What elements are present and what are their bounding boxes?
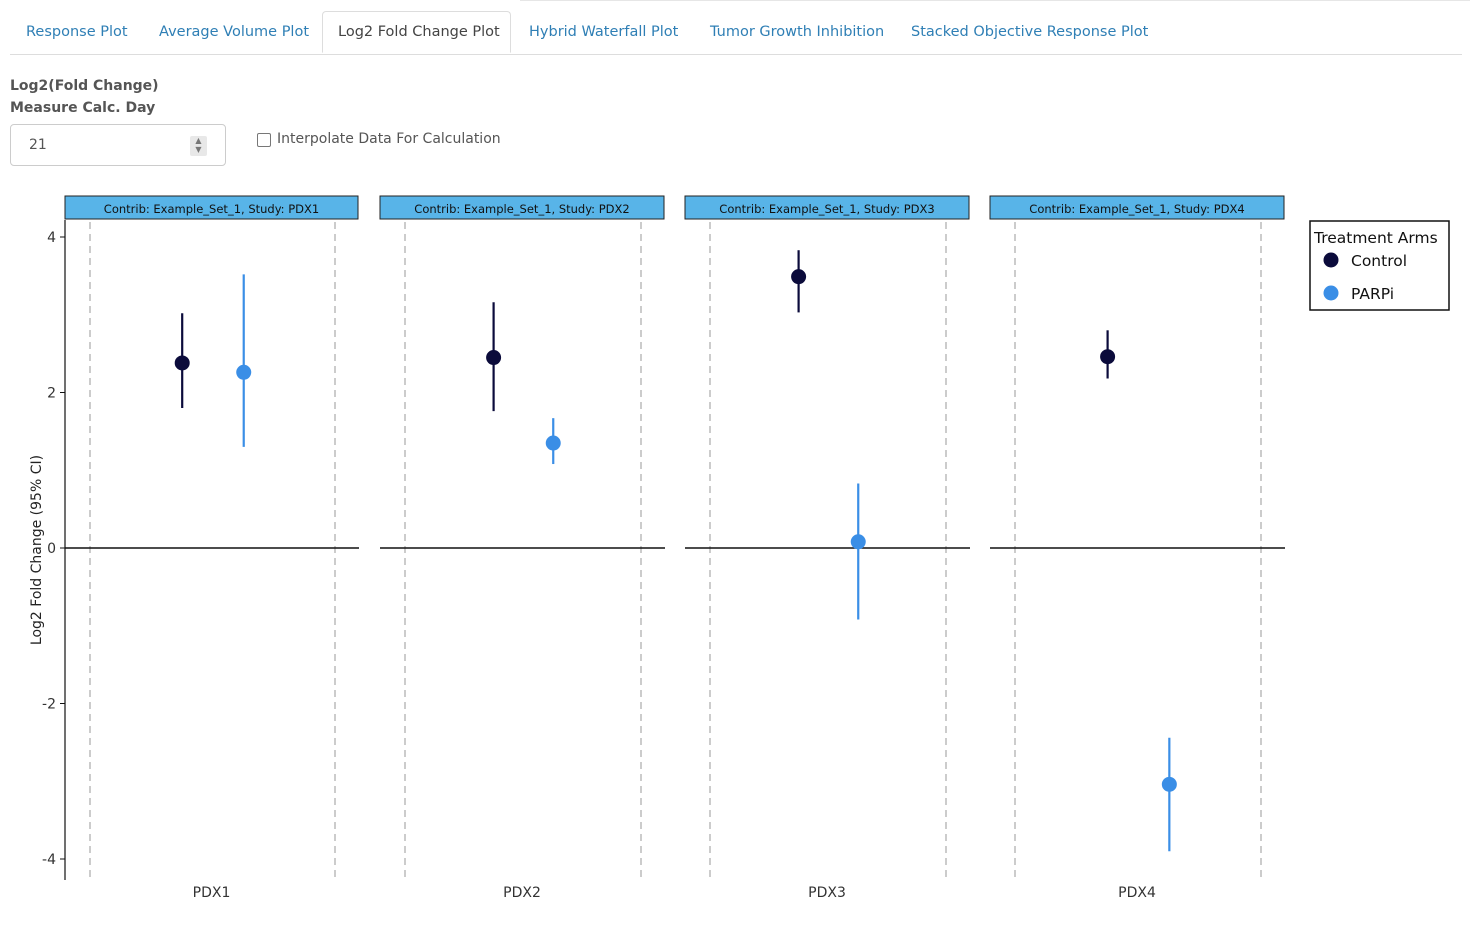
- point-parpi: [236, 364, 252, 380]
- facet-strip-label: Contrib: Example_Set_1, Study: PDX2: [414, 202, 629, 216]
- facet-panel-pdx2: Contrib: Example_Set_1, Study: PDX2 PDX2: [379, 195, 665, 901]
- y-tick-label: -4: [42, 852, 56, 868]
- legend-title: Treatment Arms: [1313, 229, 1438, 247]
- facet-strip: [989, 195, 1285, 220]
- tab-response-plot[interactable]: Response Plot: [26, 24, 128, 40]
- tab-log2-fold-change-plot[interactable]: Log2 Fold Change Plot: [322, 11, 511, 53]
- y-axis-title: Log2 Fold Change (95% CI): [29, 455, 45, 645]
- facet-strip: [684, 195, 970, 220]
- spin-down-icon[interactable]: ▼: [195, 145, 202, 154]
- legend-label-control: Control: [1351, 252, 1407, 270]
- tab-average-volume-plot[interactable]: Average Volume Plot: [159, 24, 310, 40]
- point-control: [1100, 349, 1116, 365]
- y-tick-label: 0: [47, 541, 56, 557]
- point-parpi: [1161, 776, 1177, 792]
- y-tick-label: -2: [42, 697, 56, 713]
- interpolate-checkbox[interactable]: [257, 133, 271, 147]
- x-category-label: PDX1: [193, 885, 231, 901]
- measure-day-value: 21: [29, 137, 47, 153]
- x-category-label: PDX2: [503, 885, 541, 901]
- point-control: [486, 350, 502, 366]
- facet-strip-label: Contrib: Example_Set_1, Study: PDX4: [1029, 202, 1244, 216]
- y-tick-label: 4: [47, 230, 56, 246]
- number-spinner[interactable]: ▲ ▼: [190, 136, 207, 156]
- facet-strip-label: Contrib: Example_Set_1, Study: PDX3: [719, 202, 934, 216]
- y-tick-label: 2: [47, 386, 56, 402]
- x-category-label: PDX3: [808, 885, 846, 901]
- measure-day-input[interactable]: 21 ▲ ▼: [10, 124, 226, 166]
- point-parpi: [545, 435, 561, 451]
- tab-stacked-objective-response-plot[interactable]: Stacked Objective Response Plot: [911, 24, 1149, 40]
- legend-marker-control: [1323, 252, 1339, 268]
- facet-panel-pdx4: Contrib: Example_Set_1, Study: PDX4 PDX4: [989, 195, 1285, 901]
- tab-bar: Response Plot Average Volume Plot Log2 F…: [10, 0, 1470, 55]
- spin-up-icon[interactable]: ▲: [195, 136, 202, 145]
- measure-day-label-line2: Measure Calc. Day: [10, 100, 156, 116]
- point-control: [791, 269, 807, 285]
- tab-tumor-growth-inhibition[interactable]: Tumor Growth Inhibition: [710, 24, 885, 40]
- tab-hybrid-waterfall-plot[interactable]: Hybrid Waterfall Plot: [529, 24, 679, 40]
- x-category-label: PDX4: [1118, 885, 1156, 901]
- interpolate-label: Interpolate Data For Calculation: [277, 131, 501, 147]
- facet-strip: [379, 195, 665, 220]
- tab-bar-top-border: [520, 0, 1470, 1]
- facet-strip-label: Contrib: Example_Set_1, Study: PDX1: [104, 202, 319, 216]
- measure-day-label-line1: Log2(Fold Change): [10, 78, 159, 94]
- facet-strip: [64, 195, 359, 220]
- legend-label-parpi: PARPi: [1351, 285, 1394, 303]
- facet-panel-pdx3: Contrib: Example_Set_1, Study: PDX3 PDX3: [684, 195, 970, 901]
- legend-marker-parpi: [1323, 285, 1339, 301]
- point-control: [174, 355, 190, 371]
- facet-panel-pdx1: Contrib: Example_Set_1, Study: PDX1 PDX1: [64, 195, 359, 901]
- point-parpi: [850, 534, 866, 550]
- legend-box: [1309, 220, 1450, 311]
